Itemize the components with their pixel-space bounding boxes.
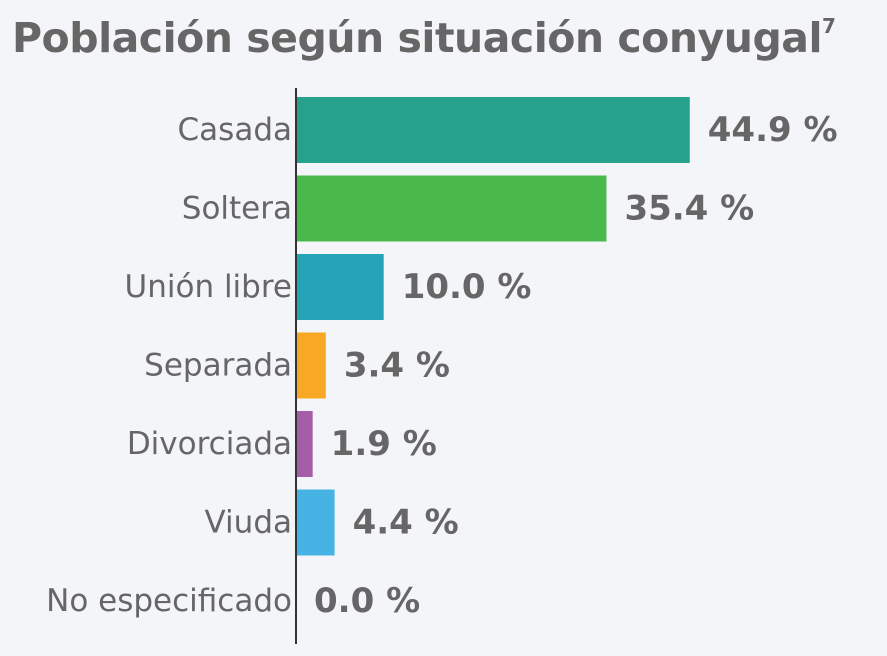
value-label-separada: 3.4 % <box>344 346 450 386</box>
bar-union-libre <box>296 254 384 320</box>
value-label-viuda: 4.4 % <box>353 503 459 543</box>
category-label-no-especificado: No especificado <box>46 583 292 619</box>
value-label-no-especificado: 0.0 % <box>314 581 420 621</box>
category-labels: Casada Soltera Unión libre Separada Divorcia… <box>46 112 292 619</box>
category-label-divorciada: Divorciada <box>127 426 292 462</box>
bar-casada <box>296 97 690 163</box>
category-label-soltera: Soltera <box>182 191 292 227</box>
category-label-casada: Casada <box>178 112 292 148</box>
category-label-separada: Separada <box>144 348 292 384</box>
bar-soltera <box>296 175 607 242</box>
value-label-casada: 44.9 % <box>708 110 838 150</box>
title-footnote: 7 <box>822 14 836 39</box>
category-label-viuda: Viuda <box>205 505 292 541</box>
value-label-divorciada: 1.9 % <box>331 424 437 464</box>
bar-viuda <box>296 489 335 556</box>
category-label-union-libre: Unión libre <box>125 269 292 305</box>
value-labels: 44.9 % 35.4 % 10.0 % 3.4 % 1.9 % 4.4 % 0.0 % <box>314 110 838 621</box>
value-label-soltera: 35.4 % <box>624 189 754 229</box>
bar-divorciada <box>296 411 313 477</box>
value-label-union-libre: 10.0 % <box>402 267 532 307</box>
chart-title: Población según situación conyugal7 <box>12 14 836 62</box>
bars-group <box>296 97 690 556</box>
bar-separada <box>296 332 326 399</box>
